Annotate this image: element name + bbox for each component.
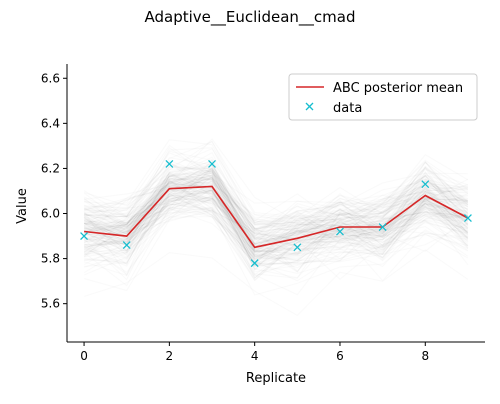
data-point-marker [421,180,430,189]
legend-label-posterior-mean: ABC posterior mean [333,81,463,96]
y-tick-label: 5.8 [41,252,60,266]
data-point-marker [250,259,259,268]
legend-marker-swatch [305,102,314,111]
legend: ABC posterior mean data [288,73,478,121]
data-point-marker [80,232,89,241]
x-tick-label: 2 [166,349,174,363]
y-tick-label: 6.2 [41,161,60,175]
data-point-marker [336,227,344,236]
data-point-marker [122,241,131,250]
legend-label-data: data [333,101,362,116]
axes: 0 2 4 6 8 5.6 5.8 6.0 6.2 6.4 6.6 [41,64,485,363]
posterior-mean-line [84,185,469,249]
x-tick-label: 8 [421,349,429,363]
series-layer [80,159,472,268]
x-axis-label: Replicate [246,371,306,386]
data-point-marker [463,214,472,222]
x-tick-label: 4 [251,349,259,363]
chart-title: Adaptive__Euclidean__cmad [145,8,356,27]
x-tick-label: 0 [80,349,88,363]
y-tick-label: 5.6 [41,297,60,311]
y-axis-label: Value [15,188,30,224]
y-tick-label: 6.4 [41,116,60,130]
data-point-marker [208,159,216,168]
data-point-marker [165,159,174,168]
y-tick-label: 6.6 [41,71,60,85]
posterior-samples [84,139,468,315]
data-point-marker [378,223,387,232]
x-tick-label: 6 [336,349,344,363]
y-tick-label: 6.0 [41,207,60,221]
legend-frame [288,73,478,121]
data-point-marker [293,243,302,252]
